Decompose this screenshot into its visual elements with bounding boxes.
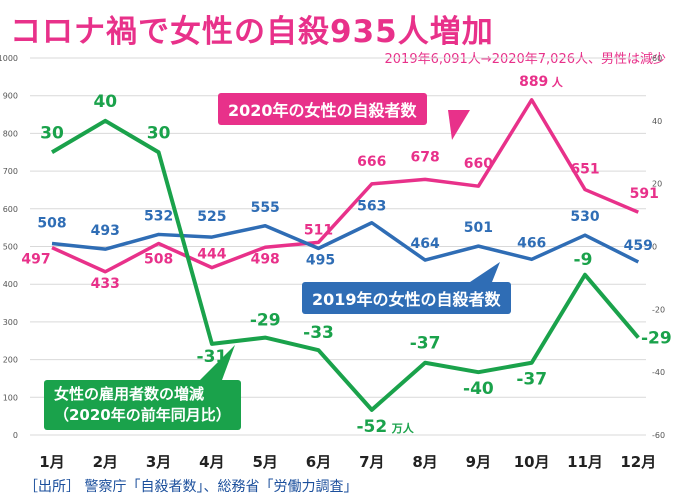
data-label: 40	[93, 92, 117, 112]
series-line-2019	[51, 220, 640, 264]
left-tick-label: 800	[3, 129, 18, 138]
data-label: 889	[519, 74, 548, 90]
x-tick-label: 1月	[39, 453, 64, 471]
data-label: -37	[410, 334, 441, 354]
x-tick-label: 3月	[146, 453, 171, 471]
data-label: -29	[250, 311, 281, 331]
data-label: 30	[147, 123, 171, 143]
data-label: 493	[91, 223, 120, 239]
data-label: -29	[641, 329, 672, 349]
data-label: -37	[516, 370, 547, 390]
x-tick-label: 10月	[514, 453, 550, 471]
left-tick-label: 700	[3, 167, 18, 176]
x-tick-label: 11月	[567, 453, 603, 471]
page-title: コロナ禍で女性の自殺935人増加	[10, 14, 494, 50]
right-tick-label: -60	[652, 431, 665, 440]
left-tick-label: 500	[3, 243, 18, 252]
data-label: 508	[144, 251, 173, 267]
data-label: 511	[304, 222, 333, 238]
unit-suffix: 万人	[391, 421, 415, 435]
right-tick-label: 0	[652, 243, 657, 252]
x-tick-label: 9月	[466, 453, 491, 471]
left-tick-label: 100	[3, 393, 18, 402]
right-tick-label: 40	[652, 117, 662, 126]
data-label: 678	[410, 149, 439, 165]
x-tick-label: 7月	[359, 453, 384, 471]
data-label: -40	[463, 379, 494, 399]
data-label: 555	[251, 200, 280, 216]
legend-2020: 2020年の女性の自殺者数	[218, 93, 427, 125]
left-tick-label: 900	[3, 92, 18, 101]
data-label: 660	[464, 156, 493, 172]
legend-employment-line2: （2020年の前年同月比）	[54, 406, 231, 424]
left-tick-label: 0	[13, 431, 18, 440]
data-label: 30	[40, 123, 64, 143]
data-label: 501	[464, 220, 493, 236]
x-tick-label: 2月	[93, 453, 118, 471]
data-label: 464	[410, 236, 439, 252]
x-tick-label: 6月	[306, 453, 331, 471]
data-label: 525	[197, 209, 226, 225]
data-label: 530	[570, 209, 599, 225]
series-line-2020	[51, 98, 639, 274]
left-tick-label: 200	[3, 356, 18, 365]
right-tick-label: 20	[652, 180, 662, 189]
x-tick-label: 12月	[620, 453, 656, 471]
x-tick-label: 8月	[412, 453, 437, 471]
data-label: -33	[303, 323, 334, 343]
chart-subtitle: 2019年6,091人→2020年7,026人、男性は減少	[384, 52, 667, 67]
data-label: 591	[630, 186, 659, 202]
data-label: 466	[517, 235, 546, 251]
data-label: -9	[574, 250, 593, 270]
data-label: 563	[357, 199, 386, 215]
legend-employment-pointer	[200, 345, 235, 380]
legend-employment-line1: 女性の雇用者数の増減	[54, 385, 205, 403]
right-tick-label: 60	[652, 54, 662, 63]
left-tick-label: 300	[3, 318, 18, 327]
data-label: 459	[624, 238, 653, 254]
data-label: 498	[251, 251, 280, 267]
data-label: -52	[356, 417, 387, 437]
data-label: 508	[37, 215, 66, 231]
right-tick-label: -40	[652, 368, 665, 377]
data-label: 444	[197, 247, 226, 263]
legend-employment: 女性の雇用者数の増減 （2020年の前年同月比）	[44, 380, 241, 430]
x-tick-label: 4月	[199, 453, 224, 471]
unit-suffix: 人	[552, 75, 564, 89]
legend-2020-pointer	[448, 110, 470, 140]
source-note: ［出所］ 警察庁「自殺者数」、総務省「労働力調査」	[24, 479, 358, 495]
data-label: 532	[144, 208, 173, 224]
legend-2019: 2019年の女性の自殺者数	[302, 282, 511, 314]
x-tick-label: 5月	[252, 453, 277, 471]
data-label: 651	[570, 162, 599, 178]
legend-2019-pointer	[470, 262, 500, 282]
data-label: 433	[91, 276, 120, 292]
left-tick-label: 600	[3, 205, 18, 214]
data-label: 495	[306, 252, 335, 268]
left-tick-label: 400	[3, 280, 18, 289]
series-line-employment	[50, 118, 640, 412]
left-tick-label: 1000	[0, 54, 18, 63]
data-label: 666	[357, 154, 386, 170]
right-tick-label: -20	[652, 305, 665, 314]
data-label: 497	[21, 252, 50, 268]
